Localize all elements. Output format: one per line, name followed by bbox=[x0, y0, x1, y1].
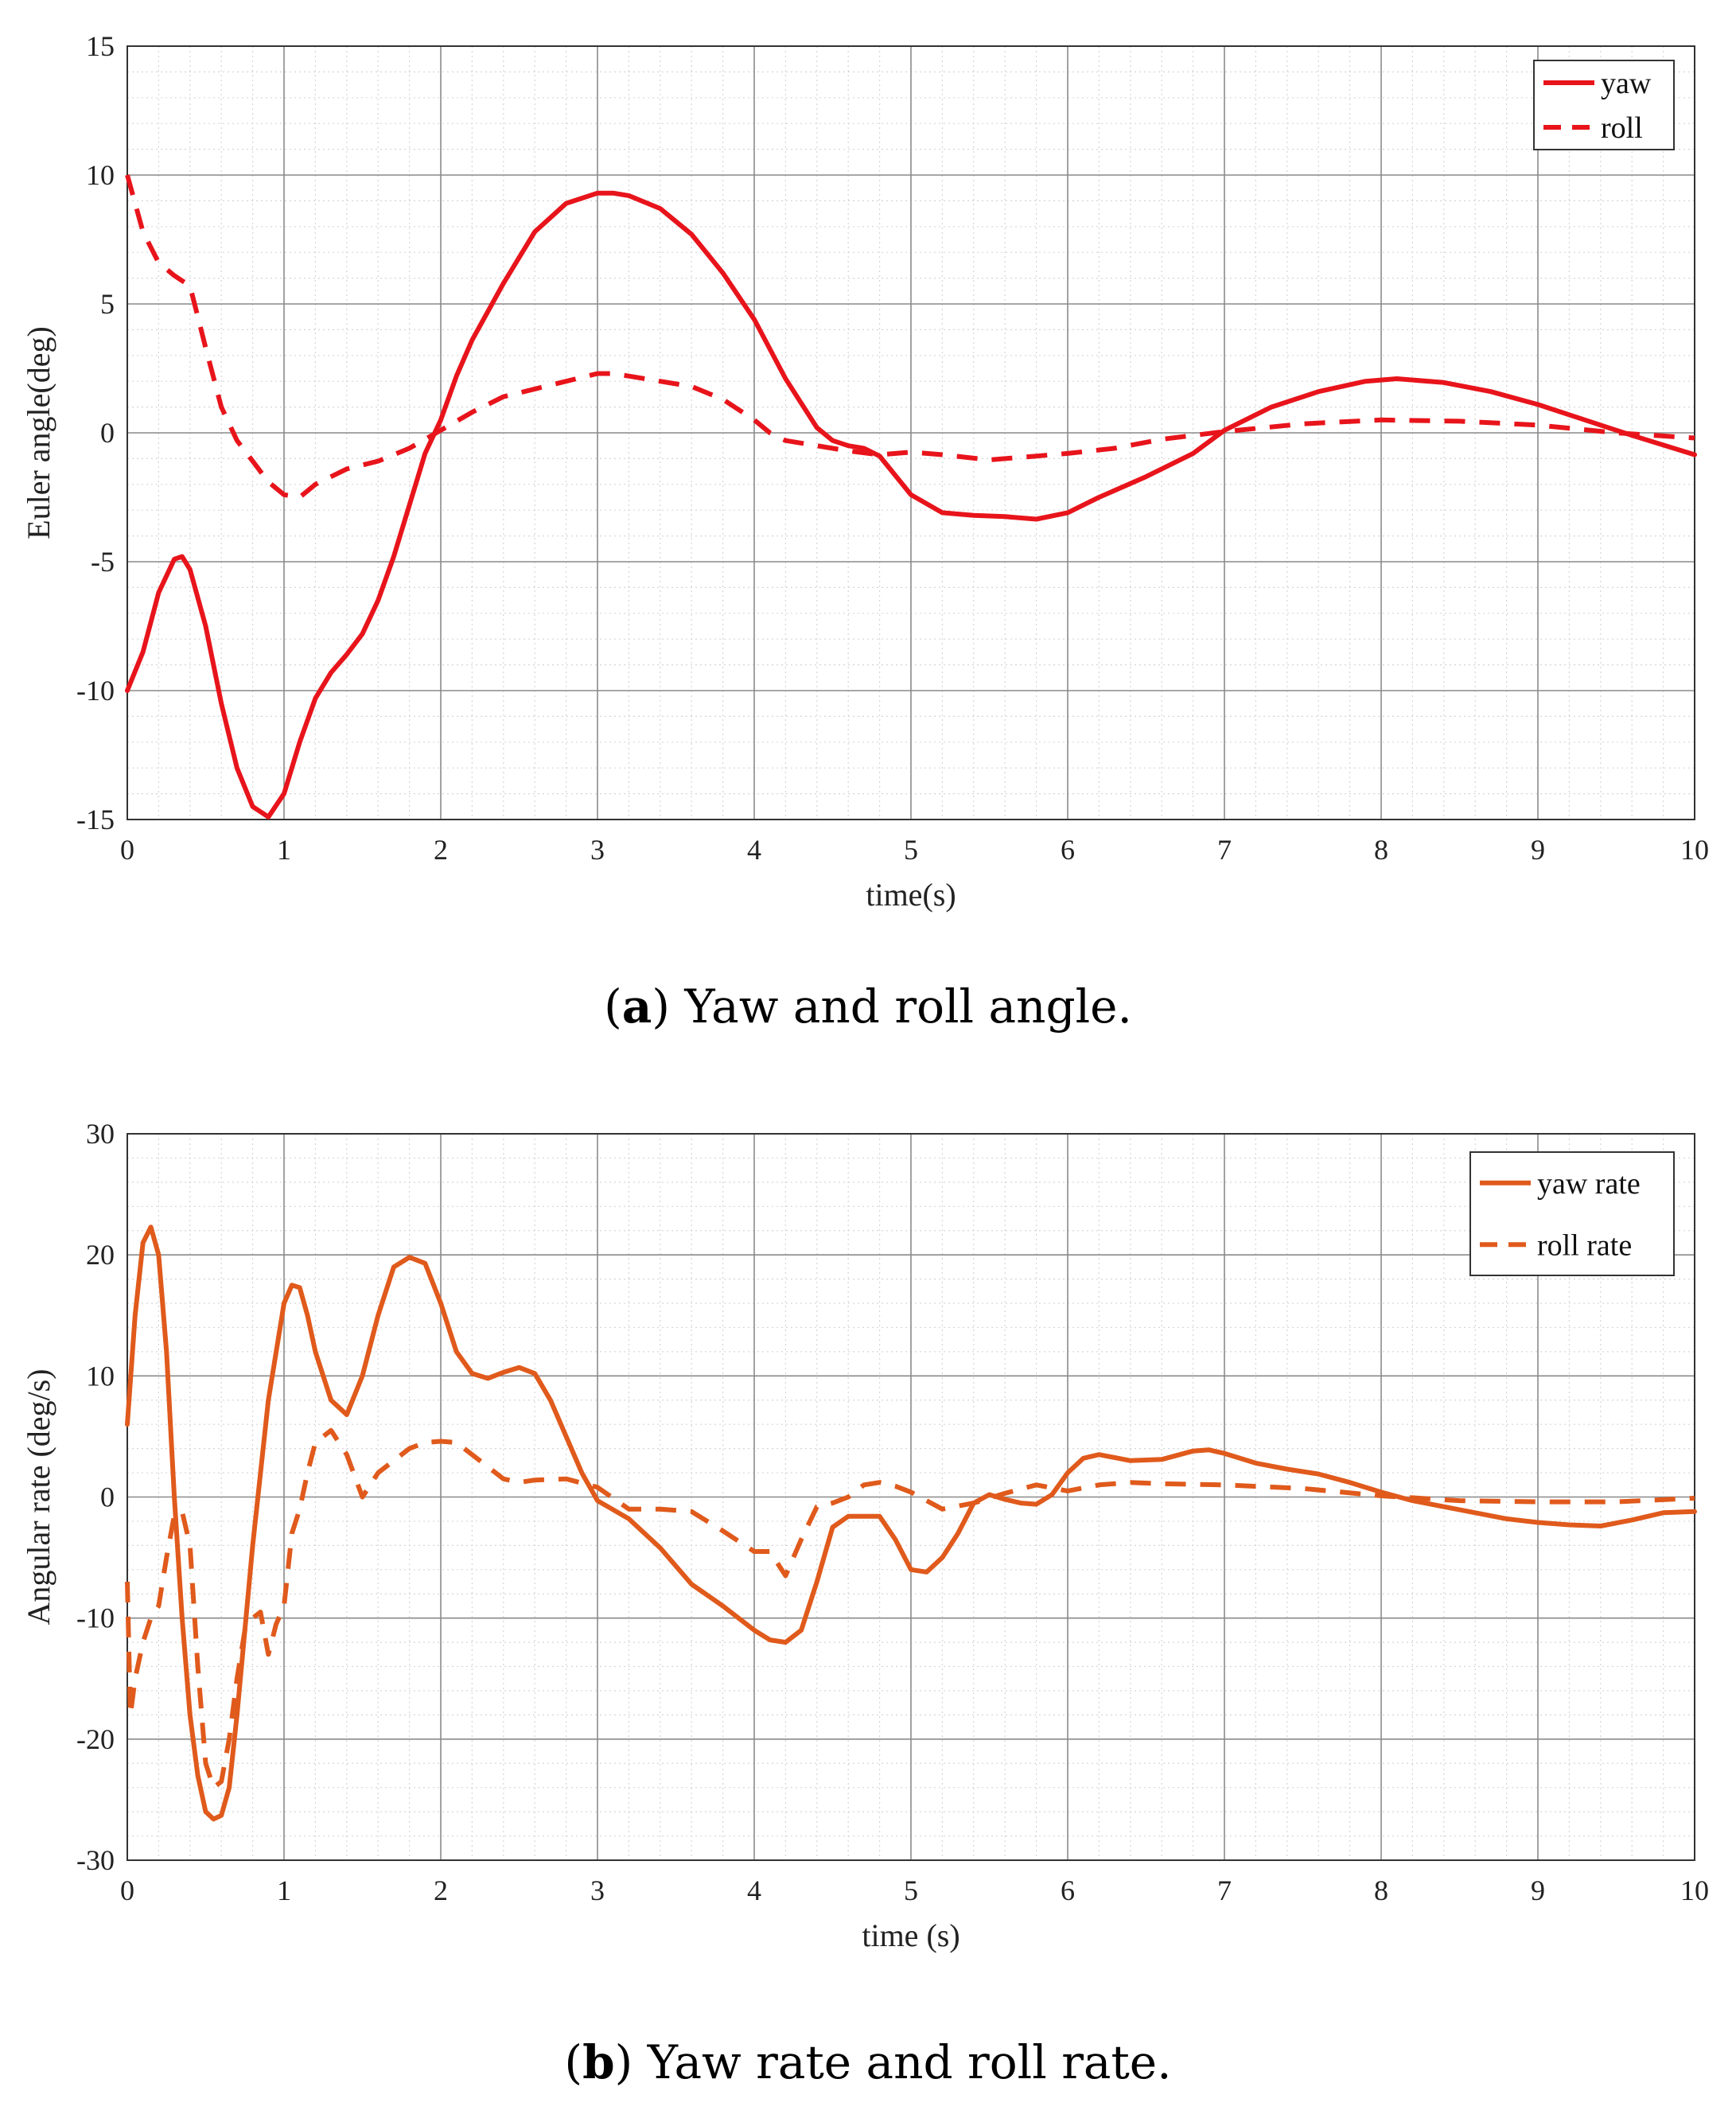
legend-box bbox=[1533, 60, 1675, 150]
x-tick-label: 6 bbox=[1061, 1875, 1075, 1906]
x-tick-label: 10 bbox=[1680, 834, 1709, 866]
series-line-yaw-rate bbox=[125, 1224, 1697, 1822]
x-tick-label: 2 bbox=[434, 834, 448, 866]
y-tick-label: -10 bbox=[76, 675, 115, 707]
x-tick-label: 6 bbox=[1061, 834, 1075, 866]
y-axis-label: Angular rate (deg/s) bbox=[21, 1369, 56, 1625]
legend-label: roll rate bbox=[1537, 1228, 1632, 1262]
y-tick-label: -10 bbox=[76, 1602, 115, 1634]
caption-text: ) Yaw and roll angle. bbox=[652, 979, 1132, 1034]
x-tick-label: 0 bbox=[120, 834, 134, 866]
y-axis-label: Euler angle(deg) bbox=[21, 326, 56, 539]
x-tick-label: 5 bbox=[904, 1875, 918, 1906]
x-tick-label: 1 bbox=[277, 1875, 291, 1906]
y-tick-label: 10 bbox=[86, 1360, 115, 1392]
y-tick-label: 20 bbox=[86, 1239, 115, 1271]
y-tick-label: -20 bbox=[76, 1723, 115, 1755]
chart-a: 0 1 2 3 4 5 6 7 8 9 10 15 10 5 0 -5 -10 -15 time(s) Euler a… bbox=[21, 30, 1709, 1034]
y-tick-label: 30 bbox=[86, 1118, 115, 1150]
y-tick-label: 5 bbox=[100, 288, 115, 320]
x-tick-label: 10 bbox=[1680, 1875, 1709, 1906]
chart-b: 0 1 2 3 4 5 6 7 8 9 10 30 20 10 0 -10 -20 -30 time (s) Angu… bbox=[21, 1118, 1709, 2089]
legend-label: roll bbox=[1601, 111, 1643, 145]
x-tick-label: 3 bbox=[590, 834, 605, 866]
y-tick-label: -30 bbox=[76, 1844, 115, 1876]
x-tick-label: 4 bbox=[747, 834, 761, 866]
figure-caption: (b) Yaw rate and roll rate. bbox=[564, 2035, 1171, 2089]
x-axis-label: time (s) bbox=[862, 1917, 959, 1953]
caption-open: ( bbox=[564, 2035, 582, 2089]
x-tick-label: 2 bbox=[434, 1875, 448, 1906]
x-axis-label: time(s) bbox=[866, 877, 956, 913]
caption-text: ) Yaw rate and roll rate. bbox=[615, 2035, 1172, 2089]
y-tick-label: 15 bbox=[86, 30, 115, 62]
caption-letter: b bbox=[582, 2035, 615, 2089]
legend: yaw rate roll rate bbox=[1469, 1151, 1675, 1276]
axes-frame bbox=[127, 1133, 1695, 1861]
y-tick-label: 0 bbox=[100, 1481, 115, 1513]
figure-caption: (a) Yaw and roll angle. bbox=[604, 979, 1132, 1034]
x-tick-label: 8 bbox=[1374, 834, 1388, 866]
series-line-roll-rate bbox=[125, 1427, 1695, 1790]
series-line-yaw bbox=[125, 190, 1697, 820]
x-tick-label: 5 bbox=[904, 834, 918, 866]
caption-letter: a bbox=[622, 979, 652, 1034]
x-tick-label: 0 bbox=[120, 1875, 134, 1906]
y-tick-label: -5 bbox=[91, 546, 115, 578]
legend: yaw roll bbox=[1533, 60, 1675, 150]
x-tick-label: 3 bbox=[590, 1875, 605, 1906]
legend-label: yaw bbox=[1601, 67, 1652, 100]
y-tick-label: 0 bbox=[100, 417, 115, 449]
legend-box bbox=[1469, 1151, 1675, 1276]
x-tick-label: 7 bbox=[1217, 1875, 1232, 1906]
x-tick-label: 1 bbox=[277, 834, 291, 866]
x-tick-label: 7 bbox=[1217, 834, 1232, 866]
axes-frame bbox=[127, 45, 1695, 820]
x-tick-label: 8 bbox=[1374, 1875, 1388, 1906]
caption-open: ( bbox=[604, 979, 622, 1034]
x-tick-label: 4 bbox=[747, 1875, 761, 1906]
legend-label: yaw rate bbox=[1537, 1167, 1641, 1201]
y-tick-label: -15 bbox=[76, 804, 115, 835]
y-tick-label: 10 bbox=[86, 159, 115, 191]
x-tick-label: 9 bbox=[1531, 1875, 1545, 1906]
x-tick-label: 9 bbox=[1531, 834, 1545, 866]
series-line-roll bbox=[125, 174, 1695, 500]
